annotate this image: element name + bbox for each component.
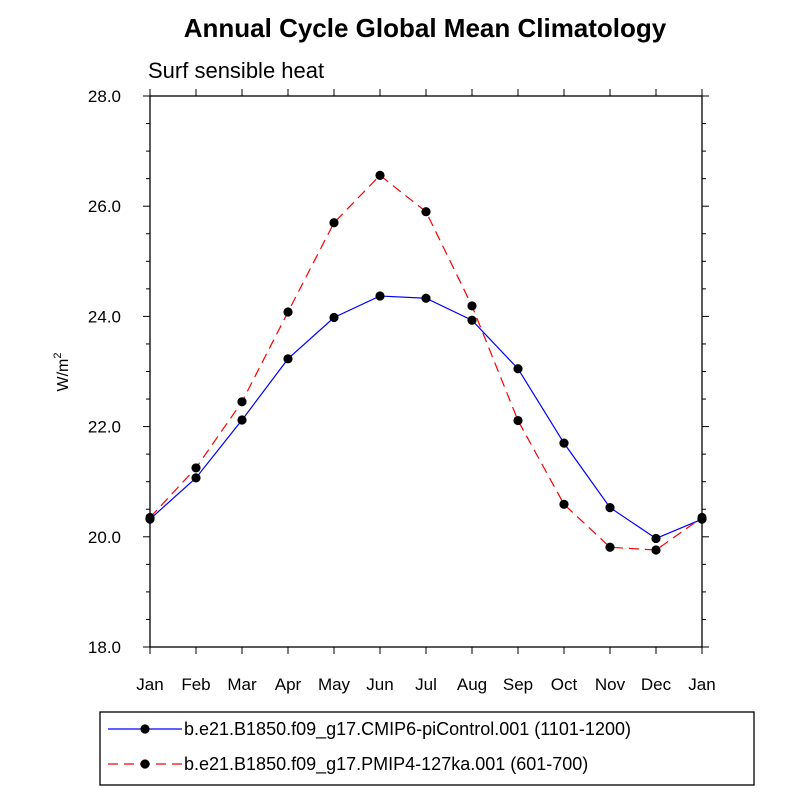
y-axis-label-base: W/m	[55, 359, 72, 392]
x-tick-label: Sep	[503, 675, 533, 694]
svg-text:W/m2: W/m2	[52, 353, 72, 392]
x-tick-label: Mar	[227, 675, 257, 694]
data-point	[513, 415, 523, 426]
x-tick-label: Oct	[551, 675, 578, 694]
x-tick-label: Feb	[181, 675, 210, 694]
y-tick-label: 28.0	[88, 87, 121, 106]
y-tick-label: 26.0	[88, 197, 121, 216]
data-point	[283, 307, 293, 317]
legend-entries: b.e21.B1850.f09_g17.CMIP6-piControl.001 …	[108, 719, 631, 775]
axes: 18.0 20.0 22.0 24.0 26.0 28.0 Jan Feb Mar Apr May J…	[88, 87, 716, 694]
data-point	[421, 293, 431, 303]
data-point	[605, 502, 615, 513]
x-tick-label: Jun	[366, 675, 393, 694]
data-point	[283, 354, 293, 364]
x-tick-label: Jul	[415, 675, 437, 694]
legend: b.e21.B1850.f09_g17.CMIP6-piControl.001 …	[99, 711, 755, 786]
legend-box	[99, 711, 755, 786]
data-point	[145, 512, 155, 523]
data-point	[559, 499, 569, 509]
data-point	[329, 218, 339, 228]
data-point	[467, 301, 477, 311]
data-point	[237, 397, 247, 407]
y-tick-label: 22.0	[88, 418, 121, 437]
data-point	[421, 207, 431, 217]
data-point	[697, 512, 707, 523]
x-tick-label: Aug	[457, 675, 487, 694]
x-tick-label: Dec	[641, 675, 672, 694]
data-point	[191, 463, 201, 473]
data-point	[513, 364, 523, 374]
series-layer	[145, 170, 707, 555]
data-point	[559, 438, 569, 448]
data-point	[651, 545, 661, 555]
y-tick-label: 18.0	[88, 638, 121, 657]
legend-entry-1: b.e21.B1850.f09_g17.CMIP6-piControl.001 …	[108, 719, 631, 740]
data-point	[605, 542, 615, 552]
x-tick-label: Jan	[688, 675, 715, 694]
data-point	[467, 315, 477, 325]
plot-frame	[149, 95, 703, 648]
data-point	[651, 533, 661, 544]
series-line	[149, 174, 703, 551]
data-point	[237, 415, 247, 425]
chart-title: Annual Cycle Global Mean Climatology	[184, 13, 667, 43]
x-tick-label: Apr	[275, 675, 302, 694]
y-axis-label: W/m2	[52, 353, 72, 392]
data-point	[375, 170, 385, 180]
y-axis-label-superscript: 2	[52, 353, 64, 359]
chart-subtitle: Surf sensible heat	[148, 58, 324, 83]
y-tick-label: 24.0	[88, 307, 121, 326]
legend-entry-2: b.e21.B1850.f09_g17.PMIP4-127ka.001 (601…	[108, 754, 588, 775]
data-point	[375, 291, 385, 301]
legend-marker	[140, 724, 150, 734]
series-line	[149, 295, 703, 540]
y-tick-label: 20.0	[88, 528, 121, 547]
x-tick-label: Jan	[136, 675, 163, 694]
legend-marker	[140, 759, 150, 769]
x-tick-label: May	[318, 675, 351, 694]
legend-label: b.e21.B1850.f09_g17.PMIP4-127ka.001 (601…	[184, 754, 588, 775]
series-2	[145, 170, 707, 555]
data-point	[329, 312, 339, 323]
legend-label: b.e21.B1850.f09_g17.CMIP6-piControl.001 …	[184, 719, 631, 740]
series-1	[145, 291, 707, 544]
x-tick-label: Nov	[595, 675, 626, 694]
data-point	[191, 473, 201, 483]
